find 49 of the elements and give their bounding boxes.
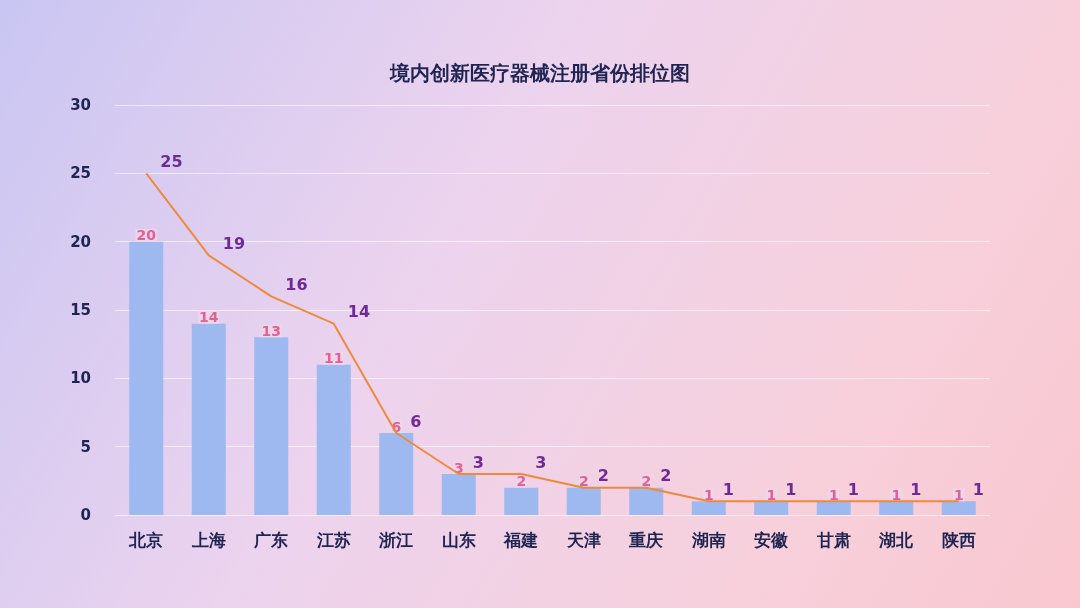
data-label: 1 — [847, 479, 859, 499]
y-tick-label: 20 — [70, 232, 91, 251]
data-label: 20 — [136, 227, 157, 244]
x-tick-label: 上海 — [190, 529, 226, 550]
data-label: 6 — [410, 411, 422, 431]
data-label: 19 — [222, 233, 246, 253]
data-label: 3 — [472, 452, 484, 472]
data-label: 1 — [910, 479, 922, 499]
data-label: 14 — [347, 302, 371, 322]
x-tick-label: 甘肃 — [815, 529, 851, 550]
x-tick-label: 安徽 — [754, 529, 790, 550]
data-label: 13 — [261, 322, 281, 339]
data-label: 1 — [953, 486, 964, 503]
data-label: 1 — [828, 486, 839, 503]
data-label: 14 — [199, 309, 219, 326]
data-label: 1 — [766, 486, 777, 503]
x-tick-label: 江苏 — [315, 529, 351, 550]
x-tick-label: 天津 — [565, 529, 601, 550]
data-label: 2 — [597, 466, 609, 486]
data-label: 1 — [785, 479, 797, 499]
data-label: 25 — [160, 151, 183, 171]
x-tick-label: 湖南 — [690, 529, 726, 550]
chart-title: 境内创新医疗器械注册省份排位图 — [389, 61, 690, 85]
data-label: 1 — [972, 479, 984, 499]
data-label: 2 — [578, 473, 589, 490]
data-label: 1 — [891, 486, 902, 503]
data-label: 1 — [703, 486, 714, 503]
data-label: 16 — [285, 274, 308, 294]
data-label: 1 — [722, 479, 734, 499]
x-tick-label: 福建 — [503, 529, 539, 550]
data-label: 3 — [453, 459, 464, 476]
y-tick-label: 15 — [70, 301, 91, 319]
data-label: 2 — [641, 473, 652, 490]
y-tick-label: 5 — [80, 437, 91, 456]
x-tick-label: 重庆 — [628, 529, 664, 550]
data-label: 3 — [535, 452, 547, 472]
data-label: 2 — [660, 466, 672, 486]
y-tick-label: 25 — [70, 164, 91, 183]
x-tick-label: 广东 — [253, 529, 289, 550]
data-label: 2 — [516, 473, 527, 490]
x-tick-label: 山东 — [441, 529, 476, 550]
data-label: 11 — [324, 350, 344, 367]
x-tick-label: 湖北 — [878, 529, 915, 550]
x-tick-label: 北京 — [128, 529, 164, 550]
y-tick-label: 0 — [80, 506, 91, 524]
y-tick-label: 10 — [70, 369, 91, 388]
y-tick-label: 30 — [70, 96, 91, 114]
x-tick-label: 陕西 — [941, 529, 976, 550]
x-tick-label: 浙江 — [378, 529, 414, 550]
